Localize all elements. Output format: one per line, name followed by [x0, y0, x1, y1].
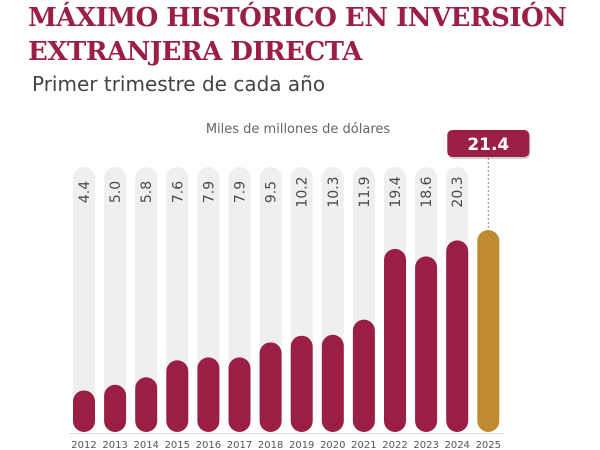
bar-2023	[415, 256, 438, 432]
x-tick-label-2013: 2013	[102, 440, 127, 450]
bar-2016	[197, 357, 220, 432]
data-label-2015: 7.6	[170, 181, 186, 203]
bar-2015	[166, 360, 189, 432]
x-tick-label-2014: 2014	[133, 440, 158, 450]
data-label-2021: 11.9	[357, 176, 373, 207]
x-tick-label-2019: 2019	[289, 440, 314, 450]
x-tick-label-2023: 2023	[413, 440, 438, 450]
bar-2021	[352, 319, 375, 432]
x-tick-label-2018: 2018	[258, 440, 283, 450]
bar-2014	[135, 377, 158, 432]
y-axis-label: Miles de millones de dólares	[205, 122, 391, 137]
bar-2018	[259, 342, 282, 432]
data-label-2018: 9.5	[264, 181, 280, 203]
bar-2013	[104, 384, 127, 432]
x-tick-label-2016: 2016	[196, 440, 221, 450]
x-tick-label-2024: 2024	[444, 440, 469, 450]
chart-title-line-1: MÁXIMO HISTÓRICO EN INVERSIÓN	[28, 3, 567, 33]
data-label-2012: 4.4	[77, 181, 93, 203]
x-tick-label-2012: 2012	[71, 440, 96, 450]
chart-title-line-2: EXTRANJERA DIRECTA	[28, 37, 362, 67]
bar-2022	[384, 248, 406, 432]
data-label-2017: 7.9	[233, 181, 249, 203]
data-label-2022: 19.4	[388, 176, 404, 207]
x-tick-label-2020: 2020	[320, 440, 345, 450]
bar-2024	[446, 240, 469, 432]
highlight-value-label: 21.4	[467, 135, 509, 155]
data-label-2014: 5.8	[139, 181, 155, 203]
bar-2012	[73, 390, 95, 432]
chart-subtitle: Primer trimestre de cada año	[32, 72, 326, 96]
bar-track-2012	[73, 167, 95, 432]
data-label-2019: 10.2	[295, 176, 311, 207]
x-tick-label-2022: 2022	[382, 440, 407, 450]
bar-2020	[321, 334, 344, 432]
data-label-2023: 18.6	[419, 176, 435, 207]
data-label-2013: 5.0	[108, 181, 124, 203]
data-label-2020: 10.3	[326, 176, 342, 207]
data-label-2024: 20.3	[450, 176, 466, 207]
x-tick-label-2021: 2021	[351, 440, 376, 450]
highlight-box	[447, 130, 530, 157]
bar-2019	[290, 335, 313, 432]
bar-2025	[477, 230, 500, 432]
bar-track-2014	[135, 167, 158, 432]
x-tick-label-2025: 2025	[476, 440, 501, 450]
bar-2017	[228, 357, 251, 432]
x-tick-label-2017: 2017	[227, 440, 252, 450]
data-label-2016: 7.9	[201, 181, 217, 203]
bar-track-2013	[104, 167, 127, 432]
x-tick-label-2015: 2015	[165, 440, 190, 450]
